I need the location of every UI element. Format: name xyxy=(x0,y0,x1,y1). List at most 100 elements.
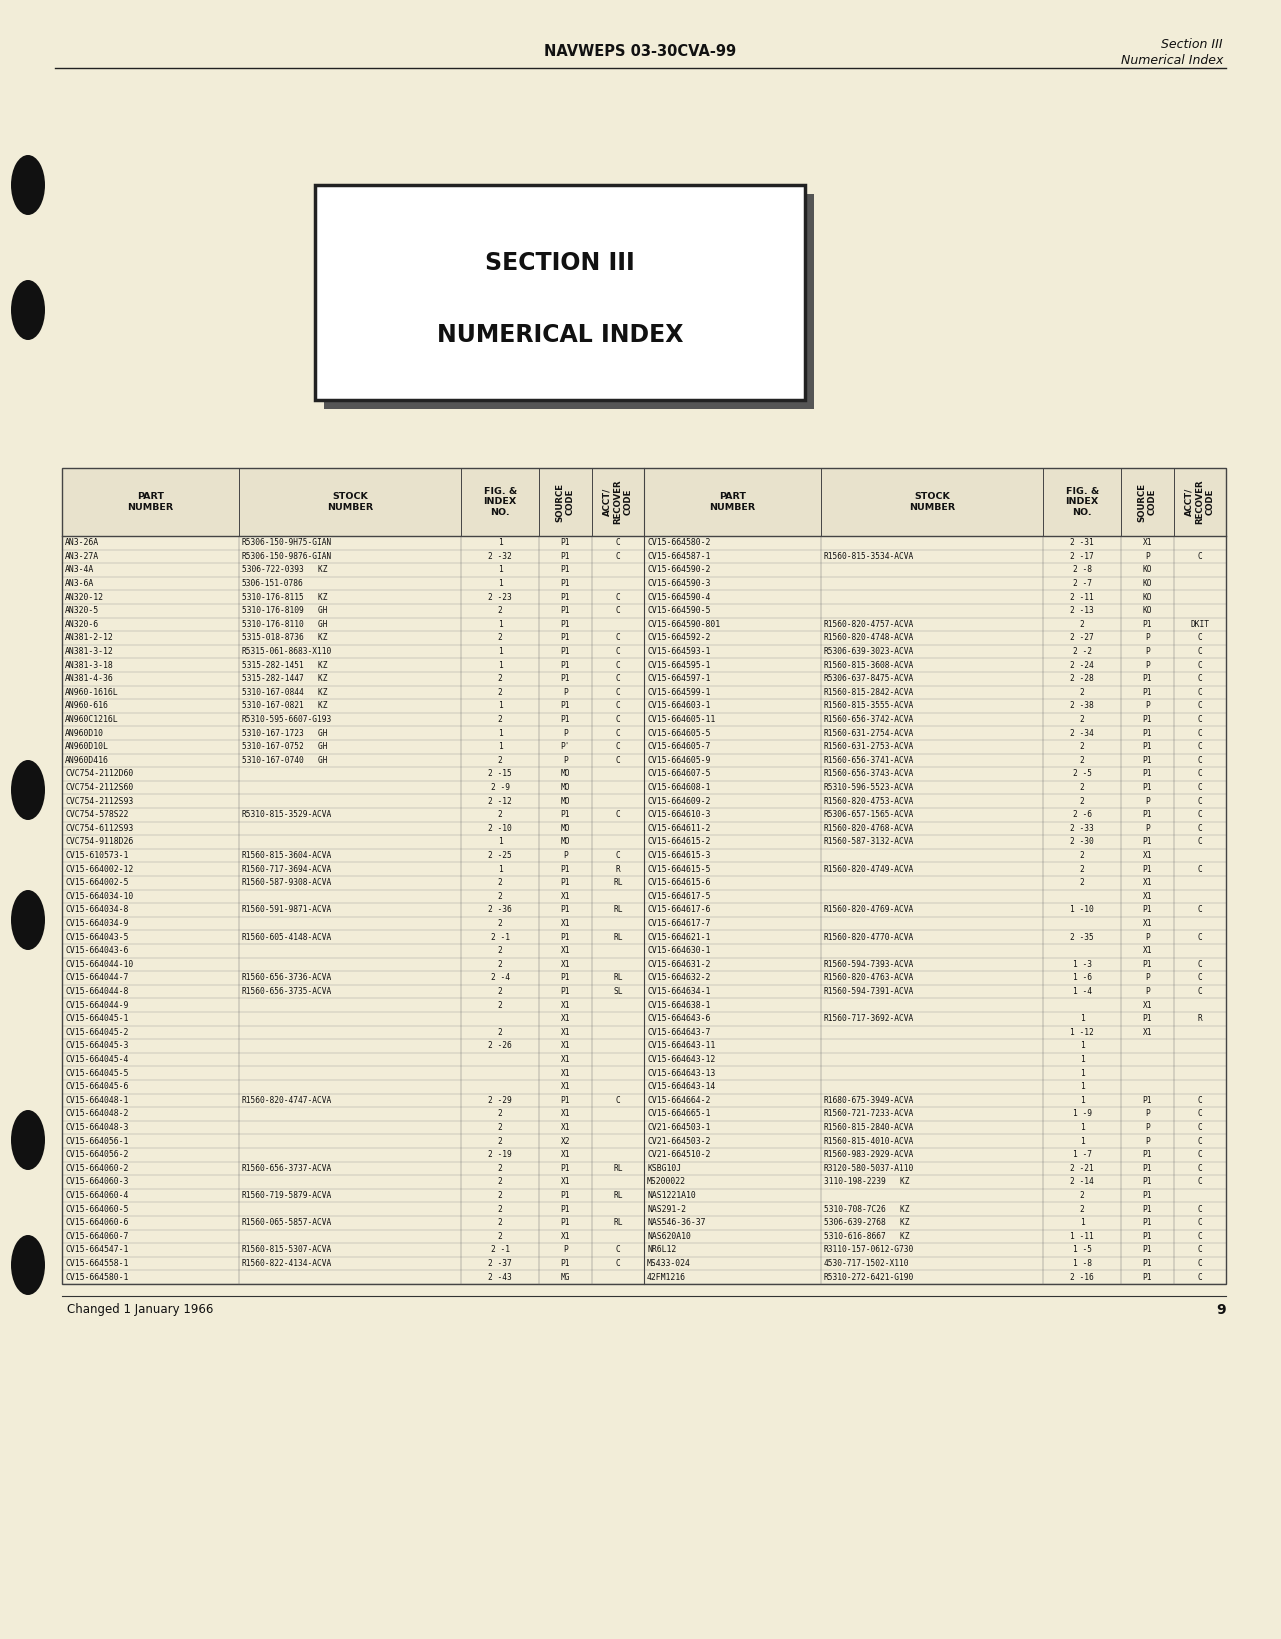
Text: CV15-664060-3: CV15-664060-3 xyxy=(65,1177,128,1187)
Text: R1560-820-4769-ACVA: R1560-820-4769-ACVA xyxy=(824,905,915,915)
Text: 2: 2 xyxy=(498,919,502,928)
Text: P1: P1 xyxy=(561,620,570,629)
Text: P1: P1 xyxy=(1143,1205,1152,1214)
Text: P1: P1 xyxy=(561,538,570,547)
Text: R5310-815-3529-ACVA: R5310-815-3529-ACVA xyxy=(242,810,332,820)
Text: 2: 2 xyxy=(498,1177,502,1187)
Text: MO: MO xyxy=(561,783,570,792)
Text: 2 -9: 2 -9 xyxy=(491,783,510,792)
Text: CV15-664607-5: CV15-664607-5 xyxy=(647,769,711,779)
Text: CVC754-9118D26: CVC754-9118D26 xyxy=(65,838,133,846)
Text: 2 -5: 2 -5 xyxy=(1072,769,1091,779)
Text: 2 -13: 2 -13 xyxy=(1071,606,1094,615)
Text: 2 -29: 2 -29 xyxy=(488,1096,512,1105)
Text: P1: P1 xyxy=(1143,729,1152,738)
Text: AN3-26A: AN3-26A xyxy=(65,538,99,547)
Text: 1: 1 xyxy=(498,661,502,670)
Text: CV15-664056-2: CV15-664056-2 xyxy=(65,1151,128,1159)
Text: AN381-3-12: AN381-3-12 xyxy=(65,647,114,656)
Text: CV15-664048-2: CV15-664048-2 xyxy=(65,1110,128,1118)
Text: NAVWEPS 03-30CVA-99: NAVWEPS 03-30CVA-99 xyxy=(544,44,737,59)
Text: P1: P1 xyxy=(561,579,570,588)
Text: 2: 2 xyxy=(1080,1205,1085,1214)
Text: R1560-656-3736-ACVA: R1560-656-3736-ACVA xyxy=(242,974,332,982)
Text: P1: P1 xyxy=(561,634,570,642)
Text: CV15-664605-5: CV15-664605-5 xyxy=(647,729,711,738)
Text: 42FM1216: 42FM1216 xyxy=(647,1274,687,1282)
Text: 2 -34: 2 -34 xyxy=(1071,729,1094,738)
Text: 2: 2 xyxy=(1080,879,1085,887)
Text: 2 -10: 2 -10 xyxy=(488,824,512,833)
Text: C: C xyxy=(1198,974,1202,982)
Text: CV15-664665-1: CV15-664665-1 xyxy=(647,1110,711,1118)
Text: P1: P1 xyxy=(1143,769,1152,779)
Text: 2: 2 xyxy=(1080,1192,1085,1200)
Text: P1: P1 xyxy=(561,593,570,602)
Text: CV15-664609-2: CV15-664609-2 xyxy=(647,797,711,806)
Text: R1560-721-7233-ACVA: R1560-721-7233-ACVA xyxy=(824,1110,915,1118)
Text: 5315-282-1451   KZ: 5315-282-1451 KZ xyxy=(242,661,328,670)
Text: R1560-820-4763-ACVA: R1560-820-4763-ACVA xyxy=(824,974,915,982)
Text: CV15-664048-1: CV15-664048-1 xyxy=(65,1096,128,1105)
Text: X1: X1 xyxy=(561,1082,570,1092)
Text: RL: RL xyxy=(614,1192,623,1200)
Text: 2: 2 xyxy=(498,946,502,956)
Text: RL: RL xyxy=(614,1164,623,1174)
Text: CV15-664580-2: CV15-664580-2 xyxy=(647,538,711,547)
Text: AN960-616: AN960-616 xyxy=(65,701,109,710)
Text: C: C xyxy=(1198,729,1202,738)
Text: 2: 2 xyxy=(498,1218,502,1228)
Text: AN960D10: AN960D10 xyxy=(65,729,104,738)
Text: 1: 1 xyxy=(498,865,502,874)
Text: 2 -26: 2 -26 xyxy=(488,1041,512,1051)
Text: CV15-664587-1: CV15-664587-1 xyxy=(647,552,711,561)
Text: X1: X1 xyxy=(1143,538,1152,547)
Text: SL: SL xyxy=(614,987,623,997)
Text: SOURCE
CODE: SOURCE CODE xyxy=(1138,482,1157,521)
Text: PART
NUMBER: PART NUMBER xyxy=(710,492,756,511)
Text: C: C xyxy=(1198,987,1202,997)
Text: R5306-150-9H75-GIAN: R5306-150-9H75-GIAN xyxy=(242,538,332,547)
Text: 2 -17: 2 -17 xyxy=(1071,552,1094,561)
Text: 2: 2 xyxy=(498,756,502,765)
Text: P1: P1 xyxy=(1143,688,1152,697)
Text: CV15-664643-7: CV15-664643-7 xyxy=(647,1028,711,1037)
Text: P1: P1 xyxy=(1143,1246,1152,1254)
Text: CV15-664060-4: CV15-664060-4 xyxy=(65,1192,128,1200)
Text: P1: P1 xyxy=(1143,783,1152,792)
Text: AN320-12: AN320-12 xyxy=(65,593,104,602)
Text: R1560-820-4768-ACVA: R1560-820-4768-ACVA xyxy=(824,824,915,833)
Text: 2 -6: 2 -6 xyxy=(1072,810,1091,820)
Text: P1: P1 xyxy=(561,865,570,874)
Ellipse shape xyxy=(12,760,45,820)
Text: 1: 1 xyxy=(498,729,502,738)
Text: 2: 2 xyxy=(1080,742,1085,751)
Text: C: C xyxy=(1198,1096,1202,1105)
Text: CV15-664044-10: CV15-664044-10 xyxy=(65,960,133,969)
Text: CV15-664590-801: CV15-664590-801 xyxy=(647,620,720,629)
Text: P1: P1 xyxy=(1143,1151,1152,1159)
Text: CV15-664617-6: CV15-664617-6 xyxy=(647,905,711,915)
Text: CV15-664615-2: CV15-664615-2 xyxy=(647,838,711,846)
Text: 2: 2 xyxy=(1080,865,1085,874)
Text: X1: X1 xyxy=(561,946,570,956)
Text: 5310-176-8115   KZ: 5310-176-8115 KZ xyxy=(242,593,328,602)
Text: X1: X1 xyxy=(1143,946,1152,956)
Text: KO: KO xyxy=(1143,579,1152,588)
Text: C: C xyxy=(615,729,620,738)
Text: C: C xyxy=(1198,1233,1202,1241)
Text: 1: 1 xyxy=(498,838,502,846)
Text: CV15-664045-2: CV15-664045-2 xyxy=(65,1028,128,1037)
Text: 5310-176-8109   GH: 5310-176-8109 GH xyxy=(242,606,328,615)
Text: P: P xyxy=(562,851,567,860)
Text: C: C xyxy=(615,647,620,656)
Text: 2: 2 xyxy=(1080,688,1085,697)
Text: 5315-282-1447   KZ: 5315-282-1447 KZ xyxy=(242,674,328,683)
Text: Section III: Section III xyxy=(1162,38,1223,51)
Text: R5315-061-8683-X110: R5315-061-8683-X110 xyxy=(242,647,332,656)
Text: RL: RL xyxy=(614,879,623,887)
Text: CV15-664558-1: CV15-664558-1 xyxy=(65,1259,128,1269)
Text: 2: 2 xyxy=(1080,756,1085,765)
Text: R5306-639-3023-ACVA: R5306-639-3023-ACVA xyxy=(824,647,915,656)
Text: C: C xyxy=(615,661,620,670)
